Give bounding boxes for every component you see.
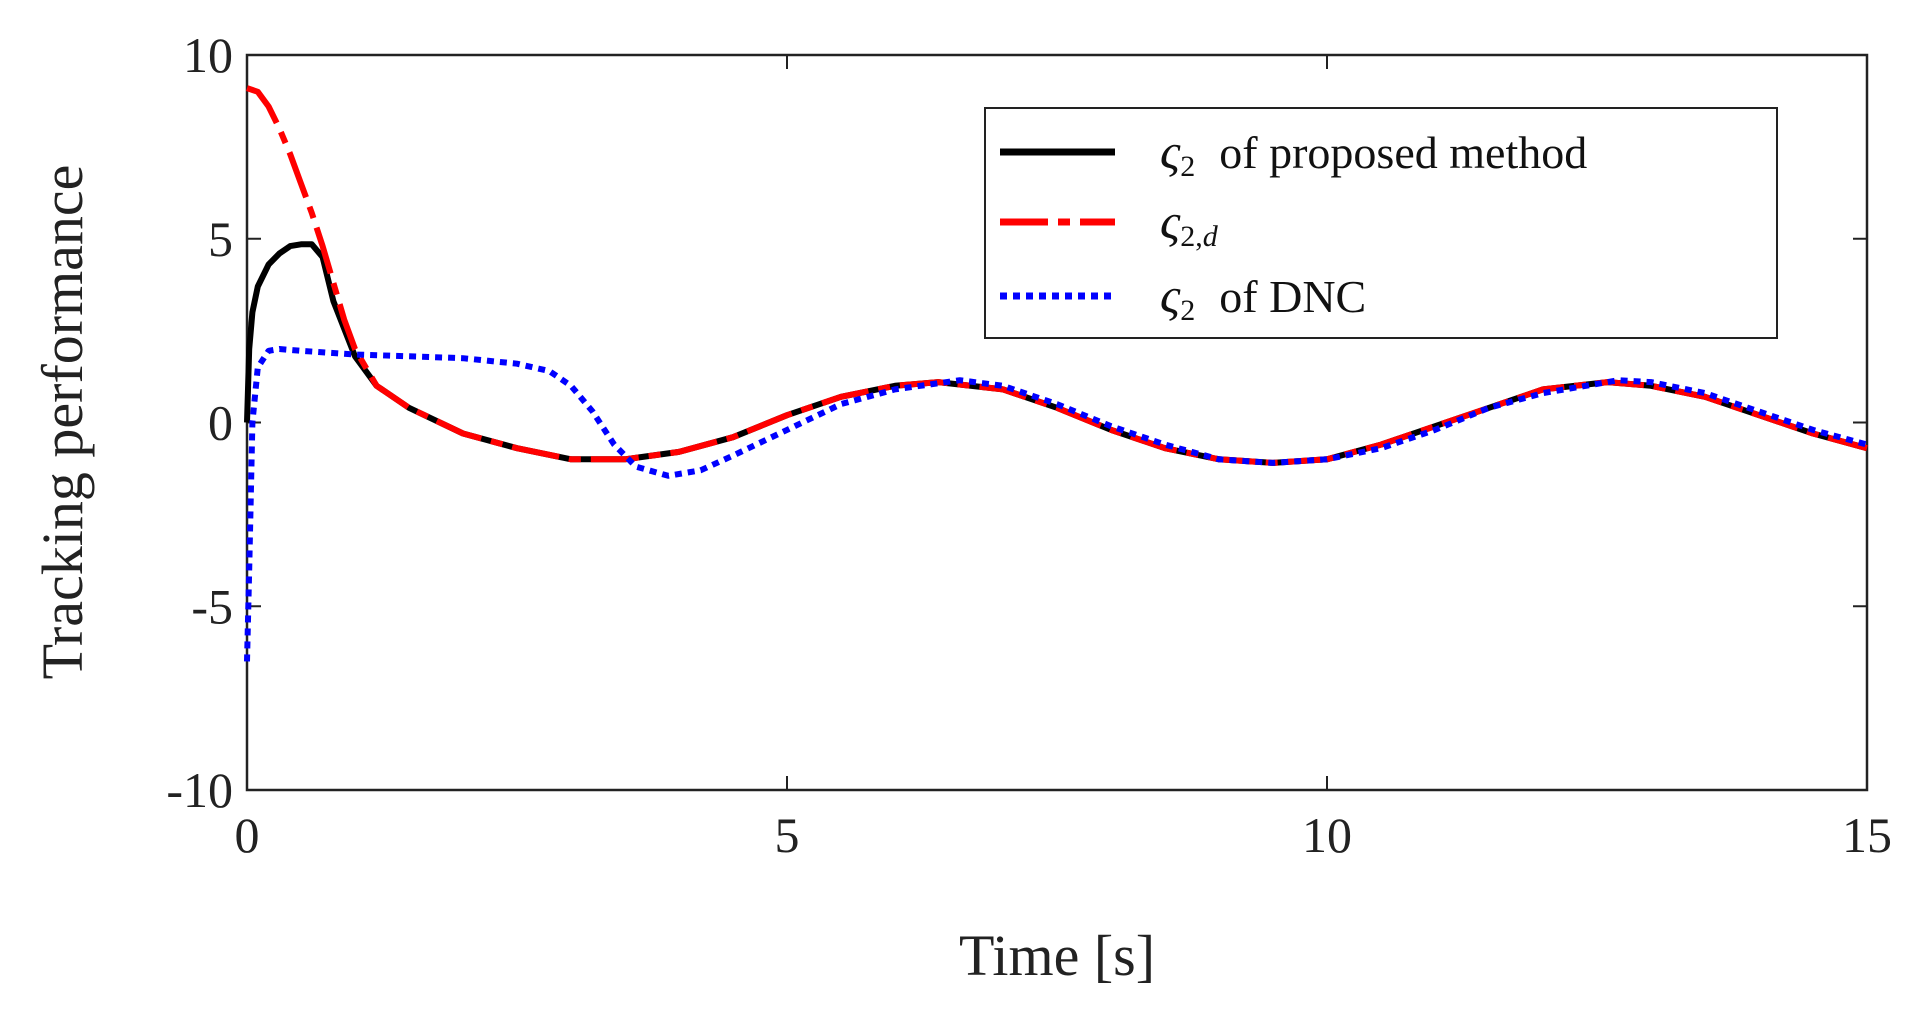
x-axis: 0 5 10 15 [235, 55, 1892, 863]
series-group [244, 85, 1868, 662]
legend-subscript: 2, [1180, 220, 1203, 253]
legend-symbol: ς [1160, 267, 1181, 323]
legend-entry-proposed: ς2 of proposed method [1160, 123, 1587, 183]
y-axis-label: Tracking performance [30, 165, 95, 680]
legend-symbol: ς [1160, 123, 1181, 179]
y-tick-label: 5 [208, 211, 233, 267]
x-tick-label: 10 [1302, 807, 1352, 863]
legend-subscript-italic: d [1203, 220, 1219, 253]
y-tick-label: 10 [183, 27, 233, 83]
legend: ς2 of proposed method ς2,d ς2 of DNC [984, 107, 1778, 339]
legend-label: of proposed method [1219, 127, 1587, 178]
x-tick-label: 0 [235, 807, 260, 863]
legend-subscript: 2 [1180, 150, 1195, 183]
x-axis-label: Time [s] [959, 923, 1155, 988]
legend-symbol: ς [1160, 193, 1181, 249]
legend-box [984, 107, 1778, 339]
legend-subscript: 2 [1180, 294, 1195, 327]
x-tick-label: 5 [775, 807, 800, 863]
x-tick-label: 15 [1842, 807, 1892, 863]
legend-label: of DNC [1219, 271, 1366, 322]
y-tick-label: -10 [166, 762, 233, 818]
legend-entry-desired: ς2,d [1160, 193, 1219, 253]
series-line-desired [246, 85, 1868, 466]
legend-entry-dnc: ς2 of DNC [1160, 267, 1366, 327]
y-axis: -10 -5 0 5 10 [166, 27, 1867, 818]
y-tick-label: -5 [191, 578, 233, 634]
y-tick-label: 0 [208, 395, 233, 451]
